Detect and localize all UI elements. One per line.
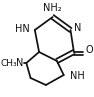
Text: CH₃: CH₃: [0, 58, 17, 68]
Text: N: N: [74, 23, 81, 33]
Text: NH: NH: [70, 71, 85, 81]
Text: O: O: [86, 45, 93, 55]
Text: NH₂: NH₂: [43, 3, 62, 13]
Text: HN: HN: [15, 24, 30, 34]
Text: N: N: [16, 58, 24, 68]
